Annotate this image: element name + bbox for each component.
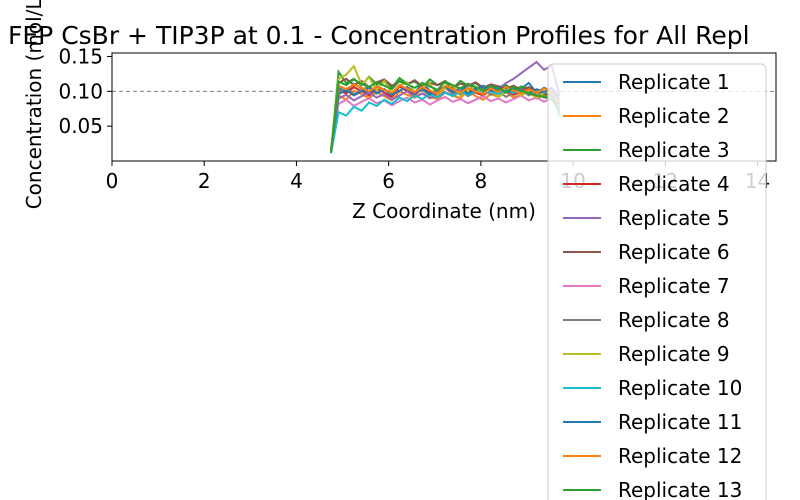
legend-label-replicate-5: Replicate 5 (618, 206, 730, 230)
legend-label-replicate-1: Replicate 1 (618, 70, 730, 94)
x-tick-label: 2 (198, 169, 211, 193)
chart-title: FEP CsBr + TIP3P at 0.1 - Concentration … (8, 21, 750, 50)
y-axis-label: Concentration (mol/L) (22, 0, 46, 209)
legend-label-replicate-3: Replicate 3 (618, 138, 730, 162)
y-axis: 0.05 0.10 0.15 (58, 44, 112, 138)
legend-items: Replicate 1 Replicate 2 Replicate 3 Replica… (563, 70, 742, 500)
legend-label-replicate-9: Replicate 9 (618, 342, 730, 366)
y-tick-label: 0.10 (58, 79, 103, 103)
legend-label-replicate-6: Replicate 6 (618, 240, 730, 264)
x-tick-label: 4 (290, 169, 303, 193)
y-tick-label: 0.05 (58, 114, 103, 138)
x-tick-label: 6 (382, 169, 395, 193)
x-axis-label: Z Coordinate (nm) (352, 199, 536, 223)
legend-label-replicate-11: Replicate 11 (618, 410, 742, 434)
legend-label-replicate-10: Replicate 10 (618, 376, 742, 400)
legend-frame (547, 63, 767, 500)
series-layer (330, 60, 561, 154)
legend-label-replicate-13: Replicate 13 (618, 478, 742, 500)
axes-frame (111, 52, 777, 162)
series-line-replicate-13 (330, 78, 561, 153)
y-tick-label: 0.15 (58, 44, 103, 68)
series-line-replicate-9 (330, 64, 561, 153)
series-line-replicate-12 (330, 83, 561, 152)
legend-label-replicate-2: Replicate 2 (618, 104, 730, 128)
legend: Replicate 1 Replicate 2 Replicate 3 Replica… (547, 63, 767, 500)
legend-label-replicate-4: Replicate 4 (618, 172, 730, 196)
legend-label-replicate-12: Replicate 12 (618, 444, 742, 468)
legend-label-replicate-7: Replicate 7 (618, 274, 730, 298)
x-tick-label: 0 (106, 169, 119, 193)
legend-label-replicate-8: Replicate 8 (618, 308, 730, 332)
x-tick-label: 8 (475, 169, 488, 193)
